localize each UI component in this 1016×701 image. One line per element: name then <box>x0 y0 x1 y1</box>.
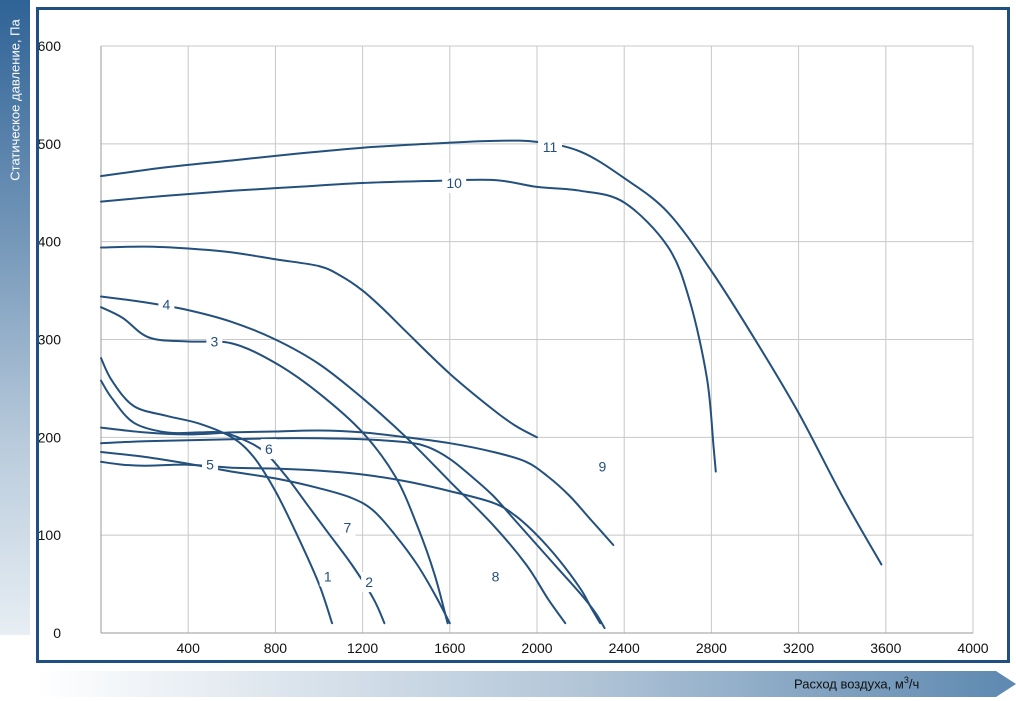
y-tick-label: 100 <box>39 527 61 543</box>
x-axis-label-suffix: /ч <box>908 676 920 692</box>
curve-label-11: 11 <box>543 139 558 155</box>
y-tick-label: 400 <box>39 234 61 250</box>
y-tick-label: 300 <box>39 332 61 348</box>
chart-frame: 1 2 3 4 5 6 7 8 9 10 11 400 800 1200 1600 2000 2400 2800… <box>36 7 1010 663</box>
x-tick-label: 800 <box>264 640 288 656</box>
x-axis-label-band <box>36 671 1016 697</box>
x-tick-label: 3200 <box>783 640 814 656</box>
curve-2 <box>100 379 386 625</box>
x-tick-label: 1600 <box>434 640 465 656</box>
curve-8 <box>100 437 606 630</box>
y-axis-label-band <box>0 0 30 635</box>
curve-7 <box>100 460 602 625</box>
curve-label-bg <box>206 331 223 352</box>
x-tick-label: 4000 <box>957 640 988 656</box>
curve-label-bg <box>442 172 467 193</box>
curve-3 <box>100 306 449 625</box>
curve-label-bg <box>487 566 504 587</box>
axes <box>100 46 973 634</box>
x-axis-label-text: Расход воздуха, м <box>794 676 904 692</box>
y-tick-label: 600 <box>39 38 61 54</box>
curve-10 <box>100 178 717 473</box>
x-tick-label: 2800 <box>696 640 727 656</box>
x-tick-label: 1200 <box>347 640 378 656</box>
curve-11 <box>100 139 883 566</box>
curve-label-6: 6 <box>265 441 273 457</box>
y-axis-label: Статическое давление, Па <box>7 19 23 181</box>
x-tick-label: 2400 <box>609 640 640 656</box>
x-axis-label: Расход воздуха, м3/ч <box>794 675 919 691</box>
curve-9 <box>100 426 615 546</box>
y-tick-label: 500 <box>39 136 61 152</box>
curve-labels: 1 2 3 4 5 6 7 8 9 10 11 <box>158 136 611 593</box>
curve-label-4: 4 <box>163 296 171 312</box>
curve-5 <box>100 451 451 625</box>
x-tick-label: 400 <box>177 640 201 656</box>
x-axis-arrow-icon <box>36 671 1016 697</box>
curve-label-2: 2 <box>365 574 373 590</box>
curve-label-9: 9 <box>599 459 607 475</box>
x-tick-label: 3600 <box>870 640 901 656</box>
curve-label-bg <box>260 439 277 460</box>
curves <box>100 139 883 630</box>
curve-label-bg <box>319 566 336 587</box>
curve-4 <box>100 295 567 625</box>
curve-label-bg <box>158 294 175 315</box>
curve-1 <box>100 357 334 625</box>
curve-label-bg <box>538 136 563 157</box>
curve-label-1: 1 <box>324 568 332 584</box>
y-tick-label: 200 <box>39 429 61 445</box>
curve-label-8: 8 <box>492 568 500 584</box>
curve-label-5: 5 <box>206 457 214 473</box>
curve-label-bg <box>594 456 611 477</box>
curve-6 <box>100 245 538 439</box>
curve-label-bg <box>361 572 378 593</box>
x-tick-label: 2000 <box>521 640 552 656</box>
y-tick-label: 0 <box>53 625 61 641</box>
curve-label-10: 10 <box>446 175 462 191</box>
curve-label-bg <box>339 517 356 538</box>
curve-label-7: 7 <box>343 519 351 535</box>
tick-labels: 400 800 1200 1600 2000 2400 2800 3200 3600 400001… <box>39 38 989 656</box>
x-axis-label-sup: 3 <box>903 675 909 685</box>
curve-label-bg <box>202 454 218 475</box>
curve-label-3: 3 <box>210 333 218 349</box>
